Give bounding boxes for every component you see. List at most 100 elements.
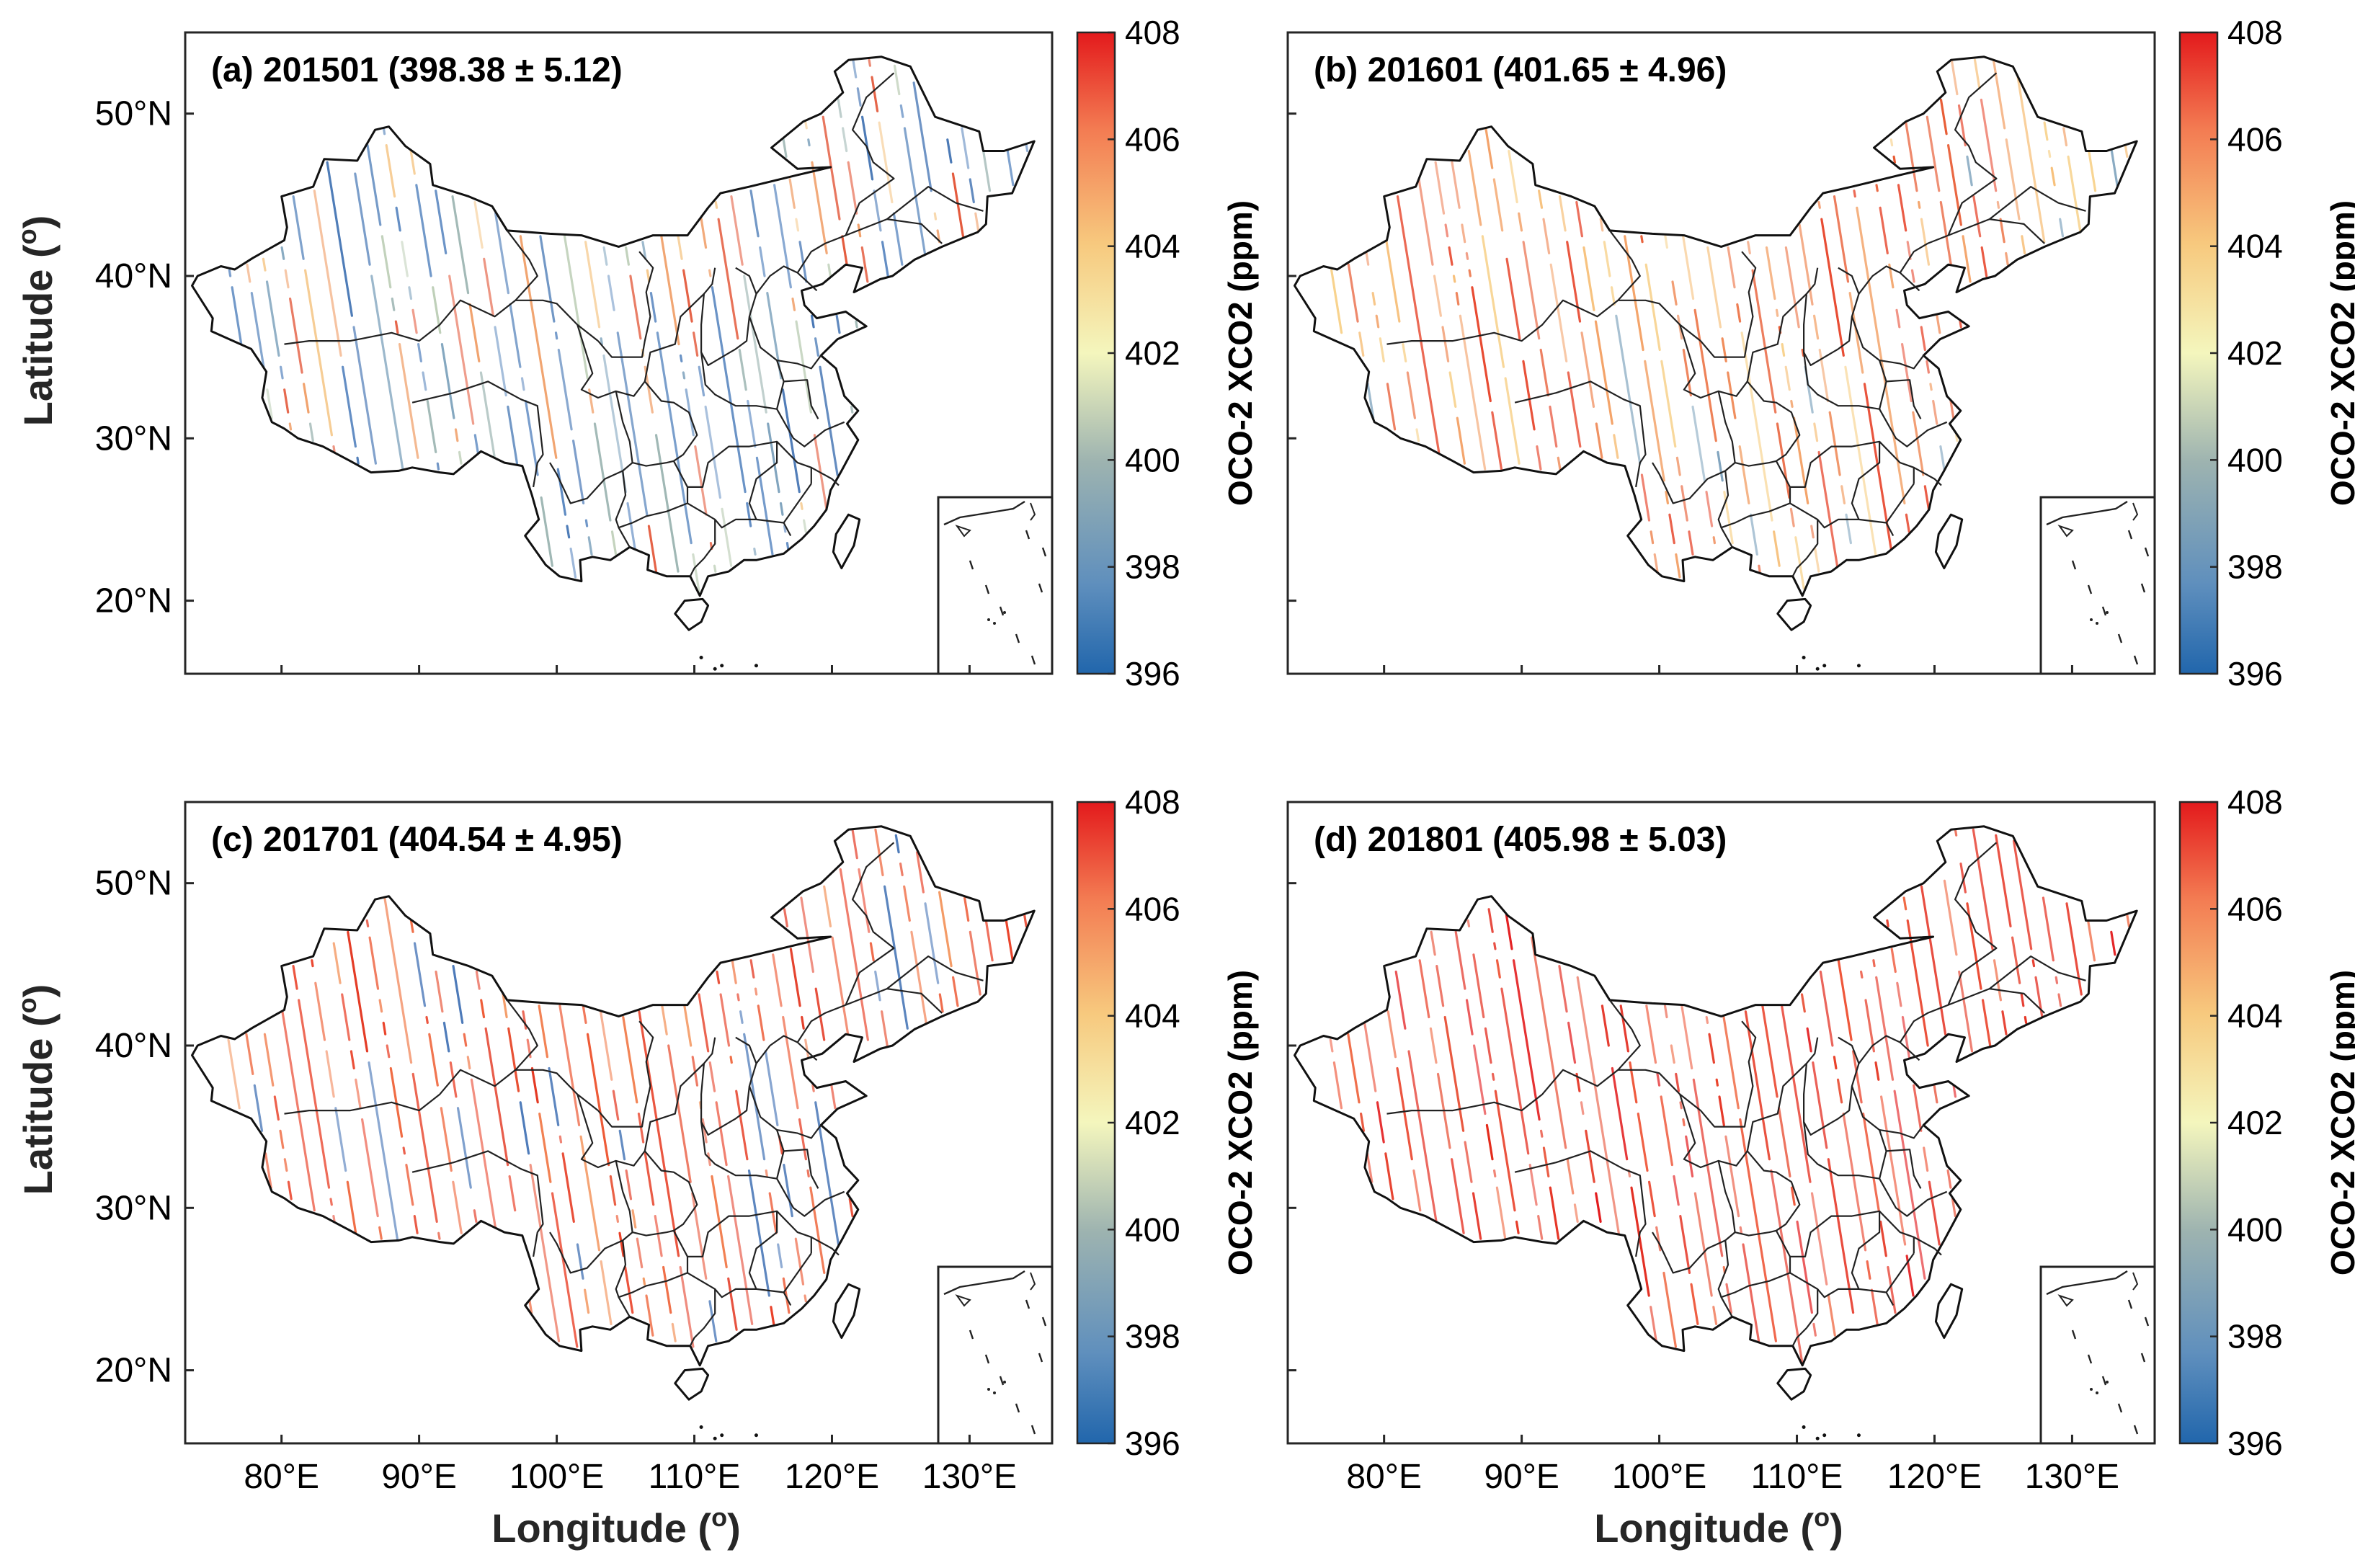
oco2-track bbox=[1575, 200, 1583, 238]
oco2-track bbox=[1848, 292, 1864, 374]
province-border bbox=[632, 1229, 675, 1237]
province-border bbox=[1899, 988, 2045, 1043]
oco2-track bbox=[370, 275, 404, 471]
province-border bbox=[549, 391, 633, 504]
map-panel-d: 80°E 90°E 100°E 110°E 120°E 130°E (d) 201801 (… bbox=[1286, 783, 2355, 1496]
province-border bbox=[1858, 265, 1920, 295]
oco2-track bbox=[800, 502, 803, 510]
oco2-track bbox=[719, 993, 731, 1047]
y-axis-title-bottom: Latitude (o) bbox=[12, 984, 61, 1195]
oco2-track bbox=[1778, 1107, 1791, 1178]
oco2-track bbox=[1781, 1004, 1812, 1183]
oco2-track bbox=[347, 930, 369, 1053]
province-border bbox=[1775, 1210, 1881, 1290]
oco2-track bbox=[1798, 223, 1814, 306]
province-border bbox=[776, 1178, 845, 1217]
oco2-track bbox=[382, 127, 386, 135]
oco2-track bbox=[1650, 1306, 1657, 1342]
oco2-track bbox=[587, 536, 593, 556]
province-border bbox=[1803, 267, 1860, 366]
oco2-track bbox=[1950, 58, 1959, 96]
oco2-track bbox=[1644, 360, 1665, 482]
oco2-track bbox=[442, 1021, 450, 1053]
oco2-track bbox=[383, 896, 413, 1064]
oco2-track bbox=[529, 1163, 561, 1342]
oco2-track bbox=[1939, 200, 1952, 266]
oco2-track bbox=[1980, 246, 1988, 277]
oco2-track bbox=[1663, 1004, 1668, 1019]
province-border bbox=[1879, 441, 1915, 484]
oco2-track bbox=[1690, 1283, 1699, 1326]
province-border bbox=[687, 502, 792, 537]
oco2-track bbox=[1717, 450, 1724, 482]
oco2-track bbox=[1567, 1021, 1577, 1064]
oco2-track bbox=[1492, 178, 1504, 232]
oco2-track bbox=[1951, 1198, 1956, 1218]
x-tick-label: 110°E bbox=[1751, 1458, 1843, 1496]
oco2-track bbox=[1770, 1169, 1804, 1366]
oco2-track bbox=[1379, 337, 1385, 362]
hainan-island bbox=[1776, 597, 1812, 631]
province-border bbox=[1947, 842, 1998, 1006]
oco2-track bbox=[1993, 959, 2002, 1002]
oco2-track bbox=[1660, 1095, 1673, 1167]
province-border bbox=[1514, 380, 1647, 488]
oco2-track bbox=[1796, 1220, 1813, 1314]
x-axis-title-left: Longitude (o) bbox=[491, 1502, 740, 1551]
oco2-track bbox=[332, 942, 342, 984]
oco2-track bbox=[1406, 371, 1417, 419]
oco2-track bbox=[1812, 1322, 1817, 1337]
oco2-track bbox=[910, 930, 927, 1025]
taiwan-island bbox=[832, 513, 861, 569]
oco2-track bbox=[2126, 913, 2130, 928]
colorbar-tick-label: 408 bbox=[1125, 14, 1180, 51]
oco2-track bbox=[1504, 377, 1521, 465]
oco2-track bbox=[1819, 970, 1834, 1047]
province-border bbox=[1879, 1124, 1925, 1139]
oco2-track bbox=[644, 1152, 655, 1206]
oco2-track bbox=[1386, 1010, 1397, 1059]
oco2-track bbox=[701, 1118, 708, 1144]
oco2-track bbox=[951, 172, 965, 238]
oco2-track bbox=[984, 919, 994, 962]
oco2-track bbox=[440, 343, 455, 419]
oco2-track bbox=[754, 987, 758, 996]
oco2-track bbox=[892, 212, 904, 266]
oco2-track bbox=[411, 1072, 438, 1224]
oco2-track bbox=[1467, 149, 1482, 226]
oco2-track bbox=[1407, 1050, 1438, 1224]
oco2-track bbox=[1744, 1010, 1771, 1161]
oco2-track bbox=[569, 547, 577, 579]
colorbar-title: OCO-2 XCO2 (ppm) bbox=[2324, 970, 2355, 1275]
oco2-track bbox=[1441, 326, 1450, 362]
oco2-track bbox=[584, 241, 601, 329]
oco2-track bbox=[250, 292, 265, 368]
island-dot bbox=[699, 1425, 703, 1429]
oco2-track bbox=[494, 326, 507, 397]
oco2-track bbox=[1801, 348, 1805, 357]
oco2-track bbox=[1812, 1061, 1828, 1149]
colorbar: 396 398 400 402 404 406 408 OCO-2 XCO2 (ppm) bbox=[2178, 14, 2355, 692]
oco2-track bbox=[647, 525, 658, 573]
oco2-track bbox=[289, 297, 303, 374]
province-border bbox=[1913, 1236, 1942, 1256]
province-border bbox=[1899, 218, 2045, 274]
oco2-track bbox=[801, 1015, 805, 1030]
oco2-track bbox=[1557, 456, 1562, 471]
oco2-track bbox=[466, 1056, 471, 1070]
oco2-track bbox=[623, 1265, 634, 1314]
oco2-track bbox=[835, 314, 841, 334]
x-tick-label: 130°E bbox=[2025, 1458, 2119, 1496]
oco2-track bbox=[1450, 1158, 1465, 1234]
oco2-track bbox=[449, 1061, 458, 1098]
oco2-track bbox=[1573, 1203, 1579, 1224]
map-frame bbox=[1286, 31, 2156, 675]
oco2-track bbox=[1673, 1175, 1680, 1206]
oco2-track bbox=[881, 241, 889, 277]
oco2-track bbox=[1910, 269, 1915, 283]
oco2-track bbox=[638, 1010, 680, 1257]
oco2-track bbox=[1603, 241, 1611, 277]
oco2-track bbox=[1645, 1004, 1657, 1064]
oco2-track bbox=[622, 1015, 638, 1104]
oco2-track bbox=[1708, 1033, 1715, 1064]
